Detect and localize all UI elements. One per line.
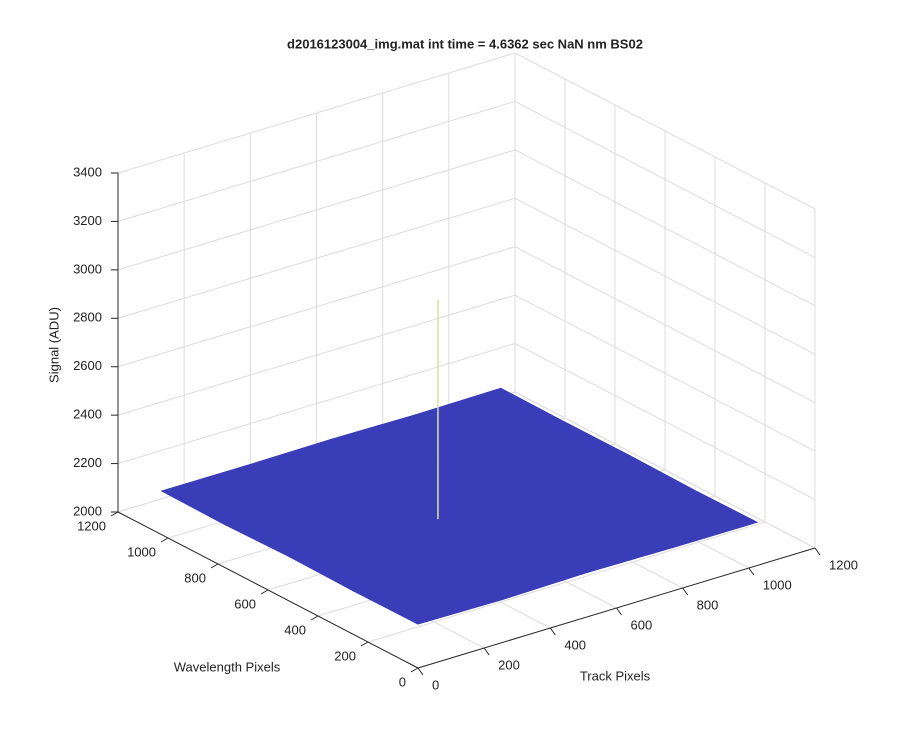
- x-tick: [417, 667, 424, 676]
- grid-line: [514, 100, 816, 258]
- y-tick-label: 0: [399, 674, 406, 689]
- z-tick-label: 3200: [73, 213, 102, 228]
- y-tick: [410, 667, 419, 673]
- y-tick-label: 200: [334, 648, 356, 663]
- x-tick-label: 800: [697, 597, 719, 612]
- grid-line: [514, 149, 816, 307]
- x-tick: [616, 607, 622, 616]
- grid-line: [514, 197, 816, 355]
- y-tick: [360, 641, 369, 647]
- y-tick-label: 1000: [127, 544, 156, 559]
- z-tick-label: 2000: [73, 503, 102, 518]
- y-tick: [260, 589, 269, 595]
- x-tick: [814, 547, 821, 556]
- y-tick-label: 800: [184, 570, 206, 585]
- z-axis-label: Signal (ADU): [46, 307, 61, 383]
- x-tick-label: 200: [498, 657, 520, 672]
- z-tick-label: 2600: [73, 358, 102, 373]
- x-tick: [682, 587, 689, 596]
- x-tick-label: 0: [432, 677, 439, 692]
- grid-line: [514, 343, 816, 501]
- y-tick: [160, 537, 169, 543]
- x-tick-label: 400: [564, 637, 586, 652]
- z-tick-label: 3000: [73, 261, 102, 276]
- grid-line: [117, 343, 516, 465]
- y-axis-label: Wavelength Pixels: [174, 659, 281, 674]
- z-tick-label: 2200: [73, 455, 102, 470]
- grid-line: [367, 521, 766, 643]
- y-tick: [310, 615, 319, 621]
- grid-line: [117, 197, 516, 319]
- x-tick-label: 1200: [829, 557, 858, 572]
- y-tick-label: 400: [284, 622, 306, 637]
- x-tick-label: 600: [631, 617, 653, 632]
- x-axis-label: Track Pixels: [580, 668, 651, 683]
- grid-line: [117, 294, 516, 416]
- grid-line: [514, 294, 816, 452]
- y-tick-label: 600: [234, 596, 256, 611]
- z-tick-label: 3400: [73, 164, 102, 179]
- z-tick-label: 2800: [73, 310, 102, 325]
- grid-line: [514, 391, 816, 549]
- y-tick: [210, 563, 219, 569]
- grid-line: [117, 149, 516, 271]
- y-tick: [110, 511, 119, 517]
- x-tick: [483, 647, 490, 656]
- grid-line: [117, 52, 516, 174]
- x-tick: [549, 627, 556, 636]
- x-tick-label: 1000: [763, 577, 792, 592]
- chart-title: d2016123004_img.mat int time = 4.6362 se…: [287, 36, 643, 51]
- z-tick-label: 2400: [73, 407, 102, 422]
- grid-line: [514, 246, 816, 404]
- grid-line: [117, 100, 516, 222]
- y-tick-label: 1200: [77, 518, 106, 533]
- surface-patch: [352, 563, 505, 625]
- grid-line: [514, 52, 816, 210]
- grid-line: [117, 246, 516, 368]
- x-tick: [748, 567, 755, 576]
